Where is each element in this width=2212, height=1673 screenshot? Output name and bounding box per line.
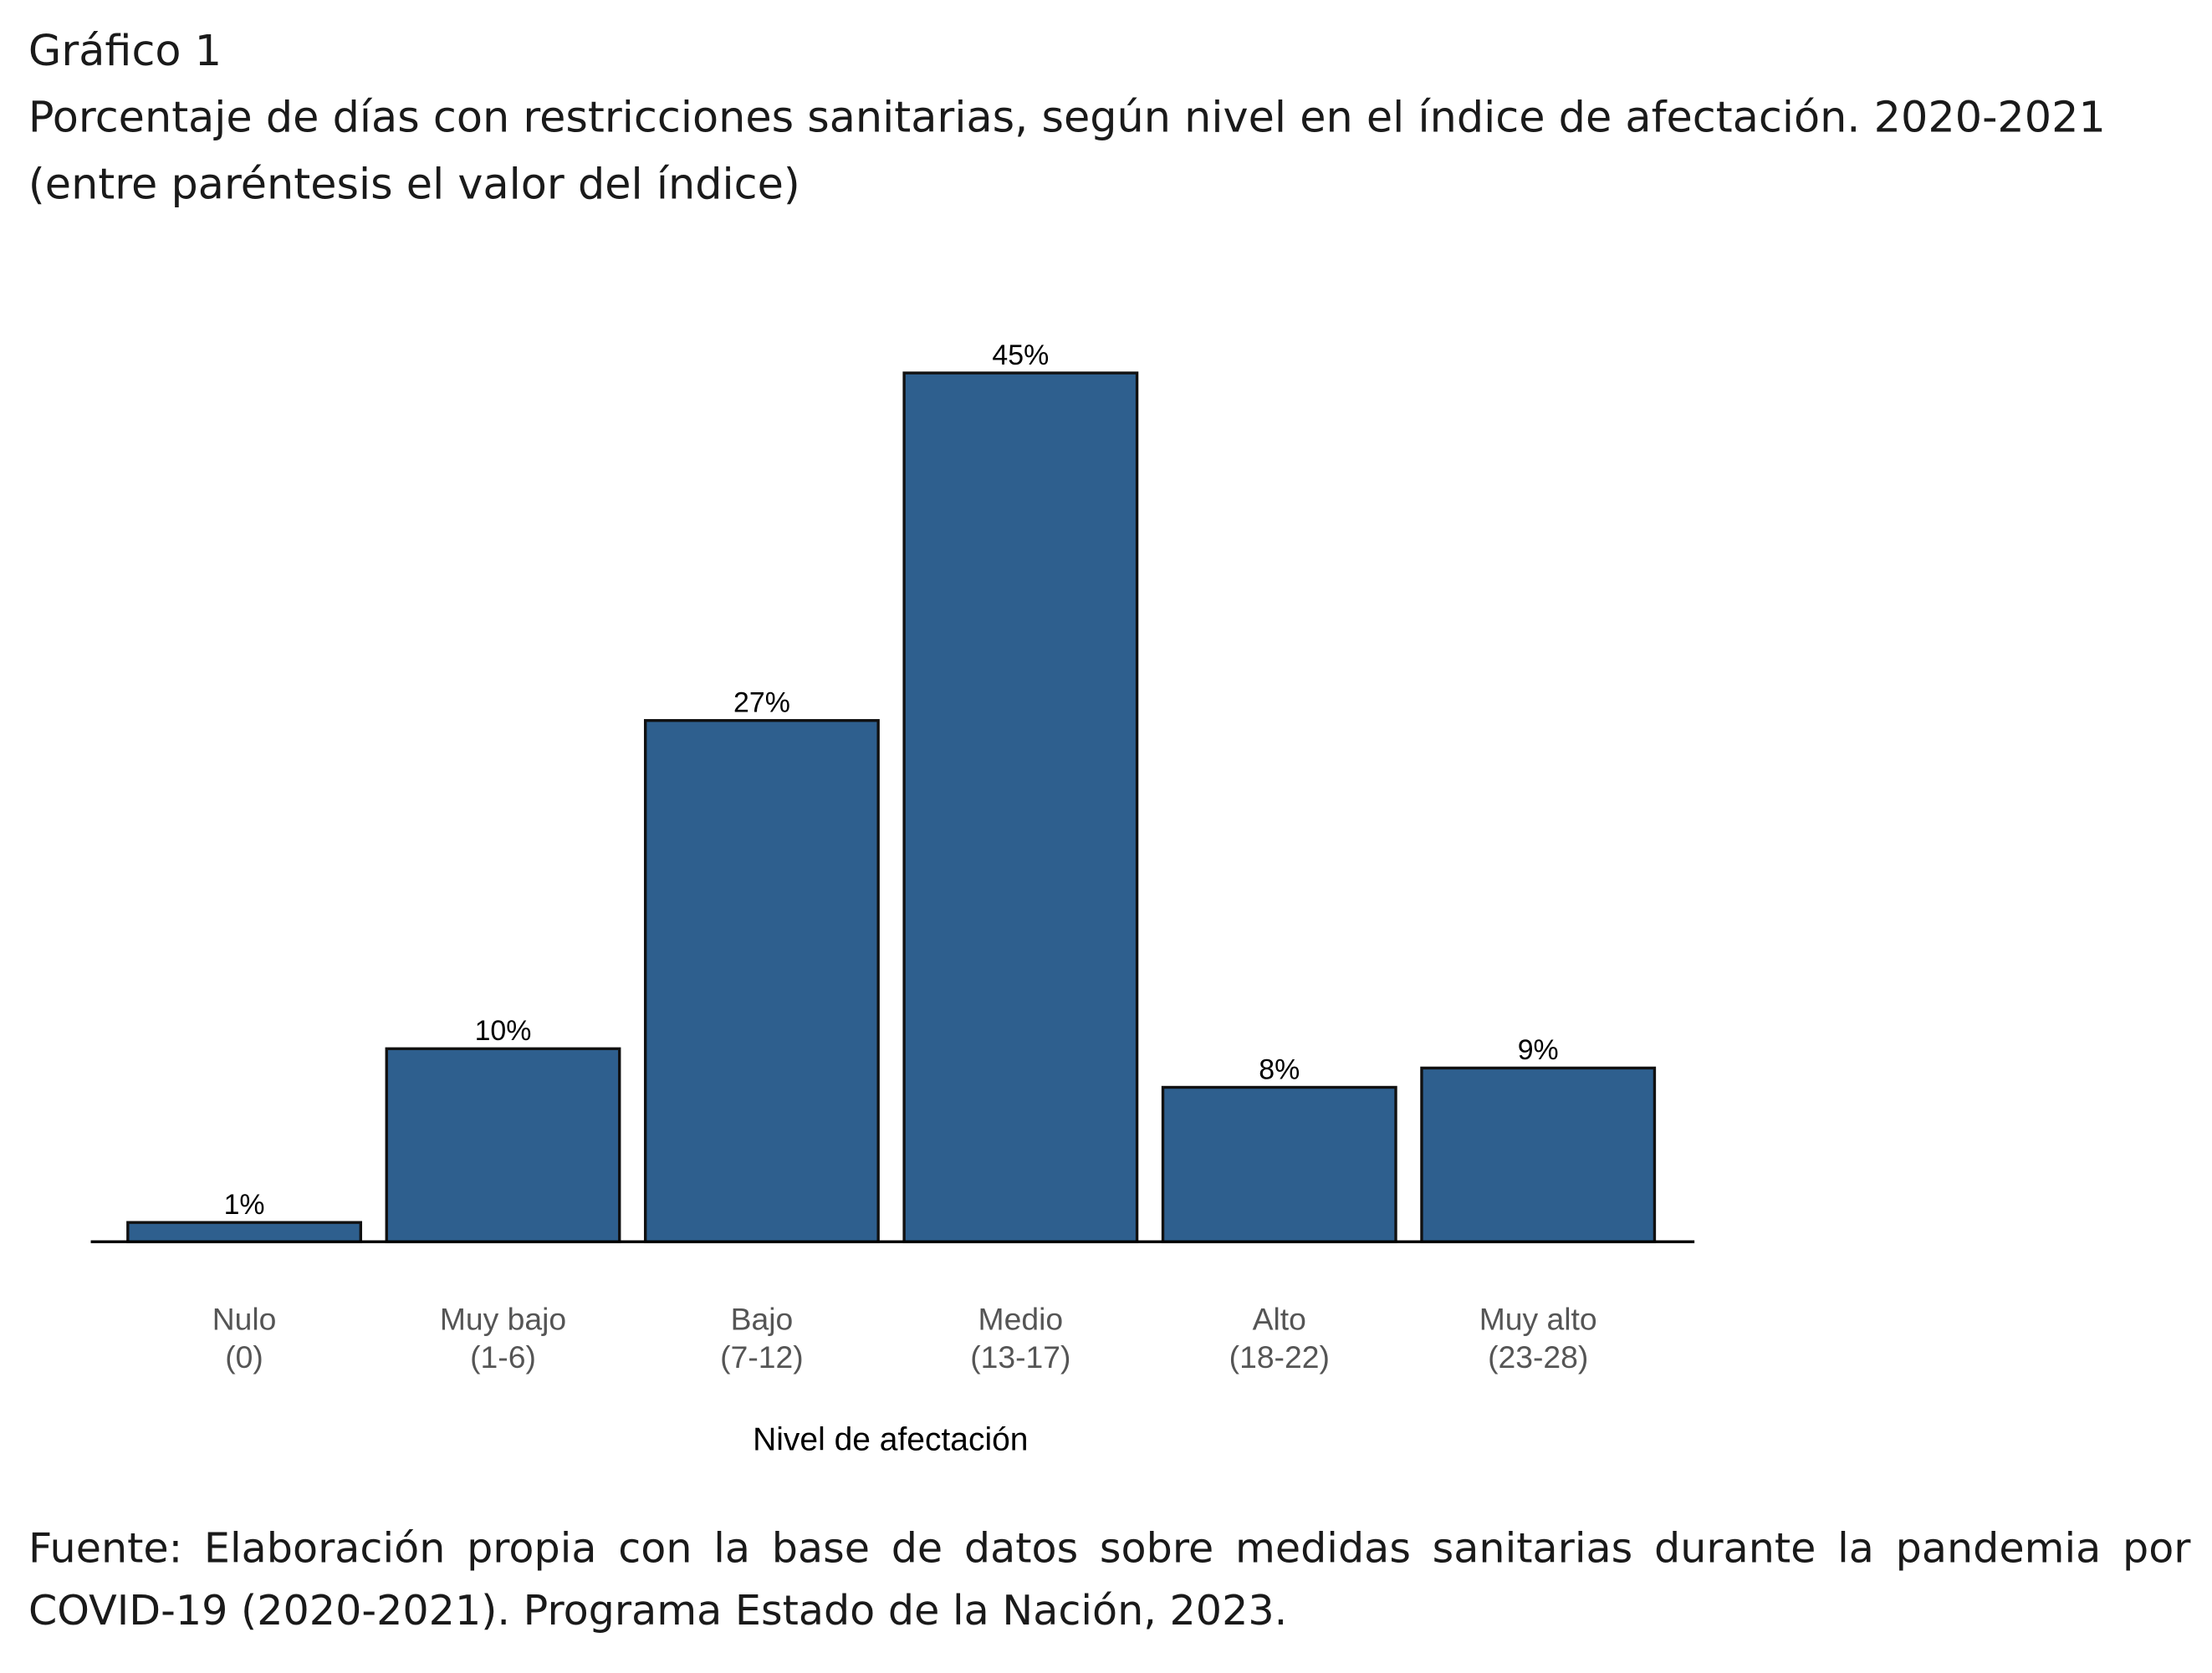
x-tick-sublabel: (13-17) bbox=[970, 1339, 1070, 1375]
bar bbox=[643, 719, 880, 1243]
source: Fuente: Elaboración propia con la base d… bbox=[28, 1523, 2191, 1635]
x-tick-label: Medio bbox=[978, 1301, 1064, 1336]
x-tick-sublabel: (7-12) bbox=[720, 1339, 803, 1375]
chart-label: Gráfico 1 bbox=[28, 26, 222, 75]
data-label: 27% bbox=[733, 687, 790, 719]
x-tick-label: Muy alto bbox=[1479, 1301, 1597, 1336]
x-tick-label: Muy bajo bbox=[440, 1301, 566, 1336]
data-label: 8% bbox=[1259, 1053, 1300, 1085]
x-tick-label: Alto bbox=[1253, 1301, 1306, 1336]
bar bbox=[126, 1221, 363, 1243]
chart-subtitle: (entre paréntesis el valor del índice) bbox=[28, 159, 800, 208]
x-tick-sublabel: (18-22) bbox=[1229, 1339, 1330, 1375]
bar bbox=[1420, 1066, 1657, 1243]
x-axis-label: Nivel de afectación bbox=[753, 1421, 1028, 1457]
data-label: 9% bbox=[1518, 1034, 1559, 1066]
bar bbox=[1161, 1085, 1397, 1243]
x-tick-sublabel: (1-6) bbox=[470, 1339, 536, 1375]
data-label: 10% bbox=[475, 1015, 532, 1047]
bar bbox=[902, 371, 1139, 1243]
x-tick-sublabel: (23-28) bbox=[1488, 1339, 1588, 1375]
x-tick-label: Nulo bbox=[212, 1301, 277, 1336]
data-label: 45% bbox=[992, 339, 1049, 371]
x-tick-sublabel: (0) bbox=[225, 1339, 263, 1375]
source-box: Fuente: Elaboración propia con la base d… bbox=[28, 1523, 2191, 1635]
x-tick-label: Bajo bbox=[731, 1301, 794, 1336]
bar bbox=[385, 1047, 621, 1243]
chart-title: Porcentaje de días con restricciones san… bbox=[28, 93, 2106, 142]
data-label: 1% bbox=[224, 1189, 265, 1221]
